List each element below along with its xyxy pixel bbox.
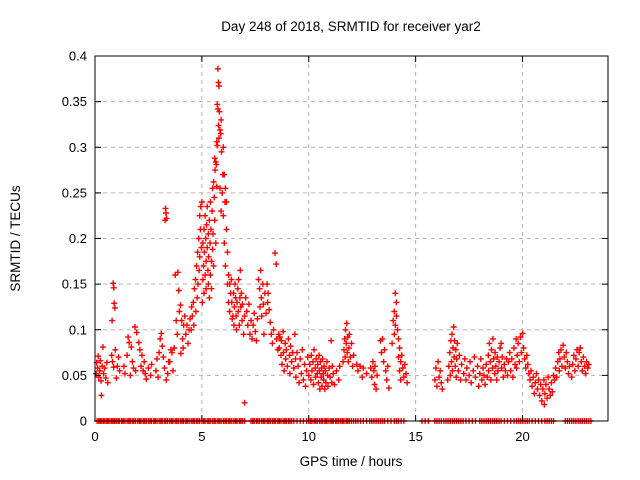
x-axis-label: GPS time / hours [300,454,403,469]
x-tick-label: 0 [91,429,98,444]
y-tick-label: 0.15 [62,277,87,292]
y-tick-label: 0.4 [69,49,87,64]
x-tick-label: 15 [408,429,422,444]
y-tick-label: 0.35 [62,94,87,109]
axis-ticks [94,55,608,422]
x-tick-label: 10 [302,429,316,444]
y-tick-label: 0.3 [69,140,87,155]
x-tick-label: 20 [515,429,529,444]
y-tick-label: 0.25 [62,185,87,200]
axis-tick-labels: 0 5 10 15 20 0 0.05 0.1 0.15 0.2 0.25 0.3 0.35 0.4 [62,49,530,445]
grid-lines [95,56,608,421]
scatter-points [93,65,594,424]
y-axis-label: SRMTID / TECUs [8,185,23,292]
data-point-markers [93,65,594,424]
y-tick-label: 0.05 [62,368,87,383]
y-tick-label: 0.1 [69,322,87,337]
y-tick-label: 0.2 [69,231,87,246]
y-tick-label: 0 [80,414,87,429]
x-tick-label: 5 [198,429,205,444]
chart-title: Day 248 of 2018, SRMTID for receiver yar… [221,19,481,34]
